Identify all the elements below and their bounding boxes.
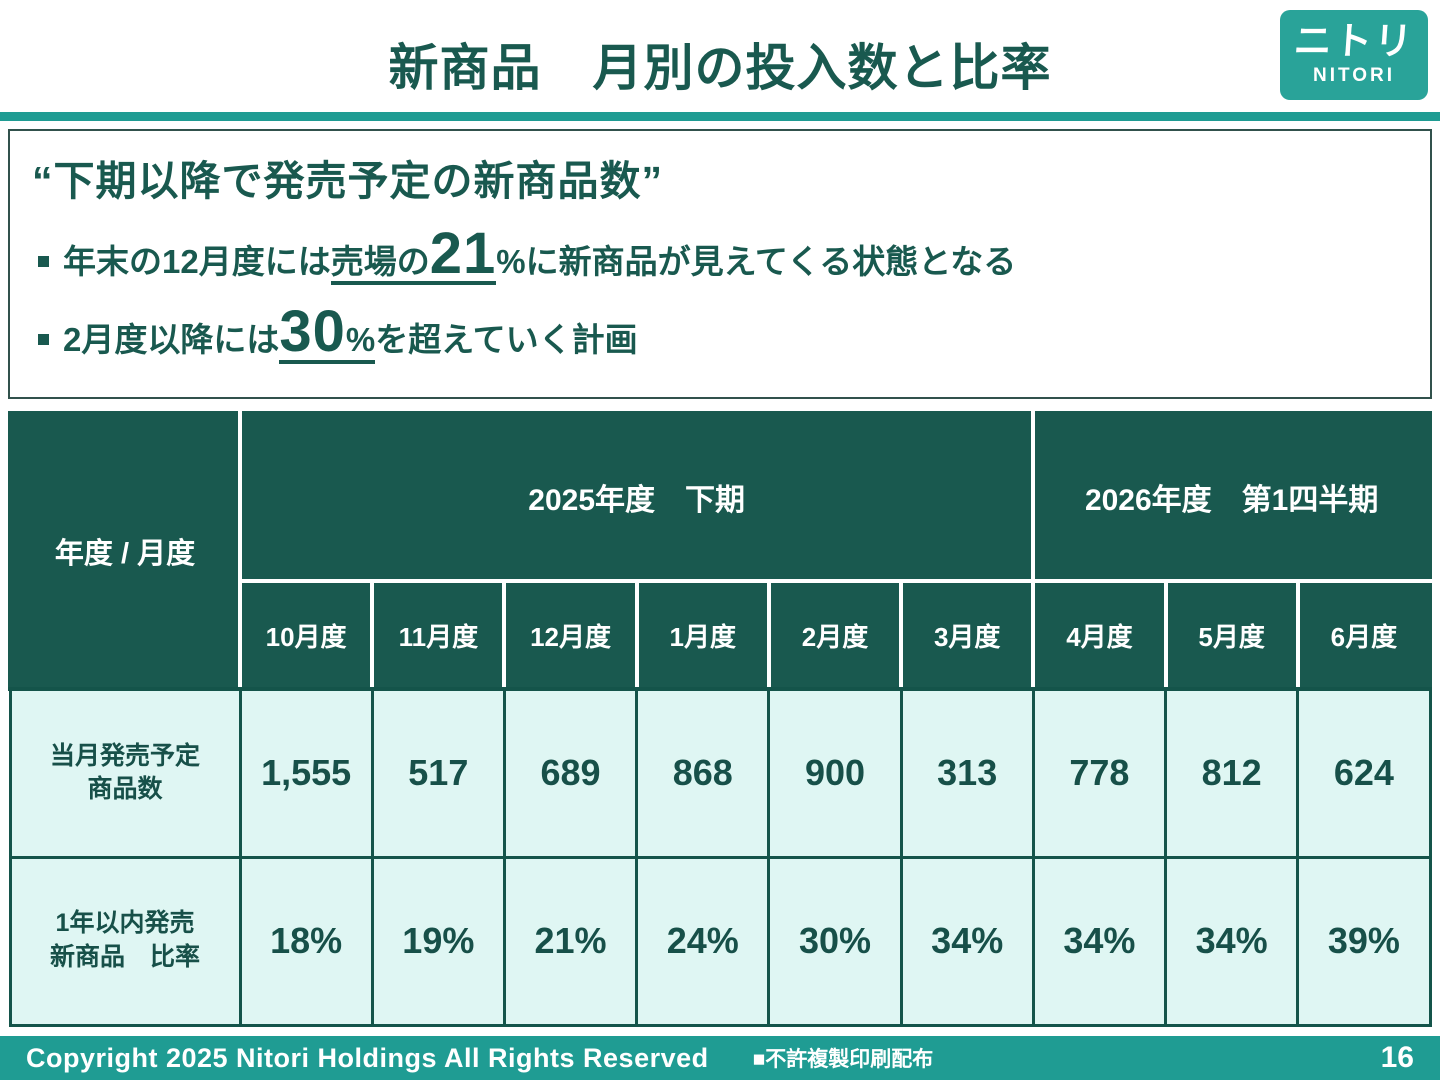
count-cell-dec: 689	[502, 687, 639, 859]
table-row-new-ratio: 1年以内発売 新商品 比率 18% 19% 21% 24% 30% 34% 34…	[8, 855, 1432, 1027]
month-header-row: 10月度 11月度 12月度 1月度 2月度 3月度 4月度 5月度 6月度	[10, 579, 1433, 691]
bullet-text-tail: %に新商品が見えてくる状態となる	[496, 243, 1017, 280]
bullet-text-lead: 2月度以降には	[63, 321, 280, 359]
table-row-launch-count: 当月発売予定 商品数 1,555 517 689 868 900 313 778…	[8, 687, 1432, 859]
bullet-text-lead: 年末の12月度には	[63, 243, 331, 280]
copyright-text: Copyright 2025 Nitori Holdings All Right…	[26, 1042, 709, 1073]
ratio-cell-apr: 34%	[1031, 855, 1168, 1027]
month-header-feb: 2月度	[766, 579, 904, 691]
bullet-text-tail: を超えていく計画	[375, 321, 638, 359]
highlight-unit: %	[345, 321, 376, 359]
highlight-number: 21	[429, 221, 497, 286]
row-label-launch-count: 当月発売予定 商品数	[8, 687, 242, 859]
month-header-dec: 12月度	[502, 579, 639, 691]
corner-header-cell: 年度 / 月度	[8, 411, 242, 691]
nitori-logo-katakana: ニトリ	[1292, 21, 1416, 63]
count-cell-mar: 313	[899, 687, 1035, 859]
month-header-oct: 10月度	[237, 579, 375, 691]
count-cell-nov: 517	[370, 687, 506, 859]
underlined-highlight: 30%	[279, 303, 376, 364]
bullet-square-icon	[38, 255, 49, 267]
group-header-row: 年度 / 月度 2025年度 下期 2026年度 第1四半期	[8, 411, 1432, 691]
ratio-cell-dec: 21%	[502, 855, 639, 1027]
nitori-logo: ニトリ NITORI	[1280, 10, 1428, 100]
ratio-cell-jun: 39%	[1296, 855, 1432, 1027]
monthly-launch-table: 年度 / 月度 2025年度 下期 2026年度 第1四半期 10月度 11月度…	[8, 411, 1433, 1027]
month-header-jun: 6月度	[1295, 579, 1433, 691]
page-number: 16	[1380, 1041, 1414, 1074]
summary-heading: “下期以降で発売予定の新商品数”	[32, 158, 663, 204]
underline-pre-text: 売場の	[330, 243, 430, 280]
no-copy-notice: ■不許複製印刷配布	[752, 1048, 934, 1071]
group-header-2026: 2026年度 第1四半期	[1031, 411, 1432, 583]
bullet-item-february: 2月度以降には30%を超えていく計画	[32, 303, 1408, 364]
month-header-apr: 4月度	[1031, 579, 1168, 691]
count-cell-jun: 624	[1296, 687, 1432, 859]
ratio-cell-jan: 24%	[635, 855, 771, 1027]
nitori-logo-wordmark: NITORI	[1312, 65, 1396, 86]
month-header-may: 5月度	[1163, 579, 1300, 691]
row-label-line2: 新商品 比率	[49, 943, 200, 971]
count-cell-oct: 1,555	[238, 687, 374, 859]
ratio-cell-mar: 34%	[899, 855, 1035, 1027]
summary-box: “下期以降で発売予定の新商品数” 年末の12月度には売場の21%に新商品が見えて…	[8, 129, 1432, 399]
ratio-cell-nov: 19%	[370, 855, 506, 1027]
count-cell-jan: 868	[635, 687, 771, 859]
group-header-2025: 2025年度 下期	[237, 411, 1036, 583]
bullet-item-december: 年末の12月度には売場の21%に新商品が見えてくる状態となる	[32, 225, 1408, 286]
month-header-jan: 1月度	[634, 579, 771, 691]
page-title: 新商品 月別の投入数と比率	[388, 40, 1052, 96]
count-cell-apr: 778	[1031, 687, 1168, 859]
ratio-cell-oct: 18%	[238, 855, 374, 1027]
title-divider	[0, 112, 1440, 121]
ratio-cell-may: 34%	[1164, 855, 1300, 1027]
footer-bar: Copyright 2025 Nitori Holdings All Right…	[0, 1036, 1440, 1080]
highlight-number: 30	[279, 299, 346, 365]
month-header-mar: 3月度	[899, 579, 1036, 691]
row-label-line1: 1年以内発売	[55, 909, 195, 938]
underlined-highlight: 売場の21	[330, 225, 497, 286]
count-cell-feb: 900	[767, 687, 903, 859]
month-header-nov: 11月度	[370, 579, 507, 691]
header: 新商品 月別の投入数と比率 ニトリ NITORI	[0, 0, 1440, 112]
row-label-line1: 当月発売予定	[49, 741, 200, 770]
bullet-square-icon	[38, 334, 49, 346]
row-label-new-ratio: 1年以内発売 新商品 比率	[8, 855, 242, 1027]
count-cell-may: 812	[1164, 687, 1300, 859]
monthly-table-container: 年度 / 月度 2025年度 下期 2026年度 第1四半期 10月度 11月度…	[8, 411, 1433, 1027]
row-label-line2: 商品数	[87, 775, 163, 804]
ratio-cell-feb: 30%	[767, 855, 903, 1027]
